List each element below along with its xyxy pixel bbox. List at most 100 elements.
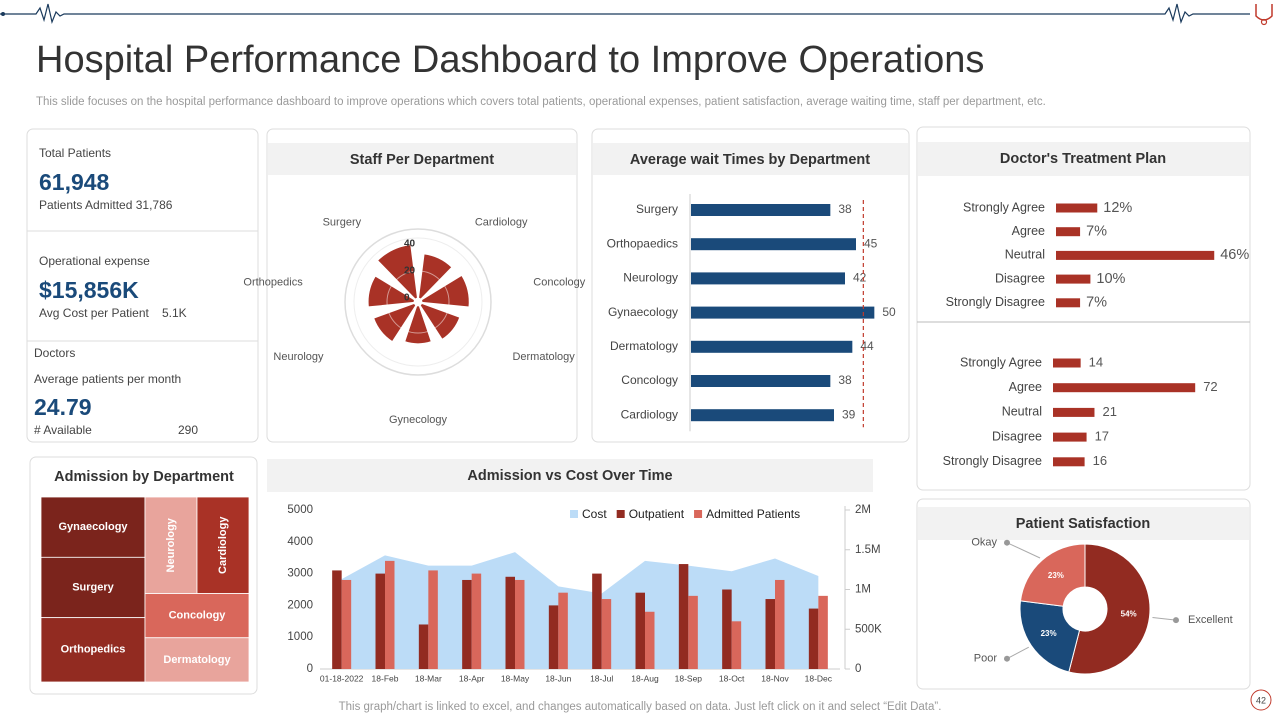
bar [688, 595, 698, 669]
bar [1056, 227, 1081, 237]
legend-label: Admitted Patients [706, 507, 800, 521]
bar [592, 573, 602, 669]
data-label: 7% [1086, 295, 1107, 311]
data-label: 23% [1048, 571, 1064, 580]
bar [505, 576, 515, 669]
category-label: Poor [974, 653, 998, 665]
footnote: This graph/chart is linked to excel, and… [339, 701, 942, 713]
treemap-cell [144, 496, 198, 594]
chart-title: Staff Per Department [350, 152, 494, 168]
data-label: 10% [1096, 271, 1125, 287]
x-tick-label: 18-Feb [372, 673, 399, 683]
legend-swatch [616, 510, 625, 518]
data-label: 7% [1086, 224, 1107, 240]
donut-slice [1068, 543, 1151, 675]
legend-swatch [570, 510, 578, 518]
y-tick-label: 0 [307, 663, 313, 675]
treemap-cell [40, 496, 146, 558]
y2-tick-label: 1M [855, 584, 871, 596]
y2-tick-label: 1.5M [855, 544, 881, 556]
leader-dot [1004, 539, 1010, 546]
bar [1053, 457, 1085, 467]
data-label: 38 [838, 202, 852, 216]
category-label: Neurology [273, 351, 324, 363]
polar-ring [344, 228, 492, 376]
page-subtitle: This slide focuses on the hospital perfo… [36, 96, 1046, 108]
polar-bar [367, 275, 416, 308]
kpi-detail: Avg Cost per Patient [39, 306, 150, 320]
data-label: 14 [1089, 354, 1103, 369]
leader-line [1152, 617, 1177, 621]
bar [418, 624, 429, 669]
bar [471, 573, 482, 669]
category-label: Disagree [995, 271, 1045, 285]
page-number-badge [1250, 689, 1272, 711]
x-tick-label: 18-Dec [805, 673, 833, 683]
treemap-label: Gynaecology [58, 521, 128, 533]
treemap-cell [40, 556, 146, 619]
data-label: 42 [853, 271, 867, 285]
treemap-label: Concology [169, 610, 227, 622]
bar [691, 375, 831, 387]
bar [462, 579, 472, 669]
category-label: Concology [533, 276, 585, 288]
x-tick-label: 18-Mar [415, 673, 442, 683]
category-label: Gynaecology [608, 305, 678, 319]
leader-line [1006, 542, 1041, 559]
donut-slice [1019, 543, 1086, 607]
wait-panel [591, 128, 910, 443]
bar [818, 595, 828, 669]
category-label: Surgery [636, 202, 678, 216]
legend-label: Outpatient [629, 507, 685, 521]
y2-tick-label: 0 [855, 663, 861, 675]
category-label: Strongly Agree [963, 200, 1045, 214]
category-label: Strongly Agree [960, 355, 1042, 369]
data-label: 12% [1103, 200, 1132, 216]
radial-tick-label: 0 [404, 293, 410, 304]
bar [515, 579, 525, 669]
polar-bar [420, 274, 470, 308]
kpi-value: 61,948 [39, 169, 110, 195]
category-label: Agree [1012, 224, 1045, 238]
category-label: Neutral [1002, 405, 1042, 419]
kpi-detail: Patients Admitted 31,786 [39, 198, 173, 212]
leader-dot [1173, 617, 1179, 624]
chart-title: Admission by Department [54, 469, 234, 485]
panel-header [918, 507, 1249, 540]
data-label: 39 [842, 407, 856, 421]
polar-bar [404, 305, 432, 345]
bar [1056, 203, 1098, 213]
data-label: 16 [1093, 453, 1107, 468]
kpi-panel [26, 128, 259, 443]
bar [548, 605, 559, 669]
page-number: 42 [1256, 695, 1266, 705]
data-label: 23% [1041, 629, 1057, 638]
kpi-value: $15,856K [39, 277, 139, 303]
category-label: Strongly Disagree [943, 454, 1042, 468]
header-dot [1, 12, 5, 16]
bar [375, 573, 385, 669]
kpi-value: 24.79 [34, 394, 92, 420]
category-label: Agree [1009, 380, 1042, 394]
category-label: Strongly Disagree [946, 295, 1045, 309]
bar [1053, 358, 1081, 368]
leader-line [1006, 646, 1029, 660]
bar [558, 592, 568, 669]
x-tick-label: 18-May [501, 673, 530, 683]
category-label: Disagree [992, 429, 1042, 443]
category-label: Gynecology [389, 414, 448, 426]
category-label: Neutral [1005, 248, 1045, 262]
bar [1056, 250, 1215, 260]
kpi-label: Doctors [34, 346, 75, 360]
bar [332, 570, 342, 669]
x-tick-label: 18-Jun [545, 673, 571, 683]
bar [691, 306, 875, 319]
y-tick-label: 4000 [287, 536, 313, 548]
bar [731, 621, 742, 669]
kpi-detail: # Available [34, 423, 92, 437]
y-tick-label: 3000 [287, 568, 313, 580]
bar [601, 599, 612, 669]
bar [1053, 432, 1087, 442]
